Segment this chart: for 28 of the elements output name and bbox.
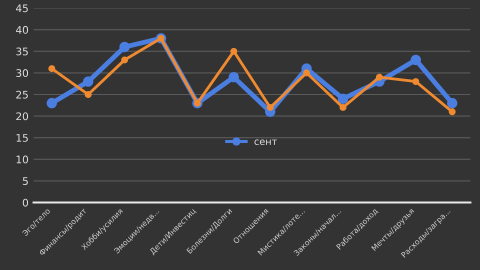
- y-tick-label: 10: [16, 156, 28, 164]
- point: [340, 104, 346, 111]
- point: [376, 74, 383, 81]
- point: [338, 94, 348, 104]
- y-tick-label: 45: [16, 4, 28, 12]
- y-tick-label: 15: [16, 134, 28, 142]
- y-tick-label: 40: [16, 26, 28, 34]
- point: [230, 48, 238, 55]
- y-tick-label: 35: [16, 48, 28, 56]
- point: [303, 69, 310, 76]
- y-tick-label: 5: [22, 177, 28, 186]
- point: [46, 98, 58, 108]
- point: [119, 42, 130, 52]
- point: [82, 76, 94, 87]
- point: [266, 104, 274, 111]
- point: [410, 54, 422, 66]
- y-tick-label: 20: [16, 112, 28, 120]
- point: [121, 56, 128, 64]
- point: [84, 91, 92, 98]
- y-tick-label: 30: [16, 69, 28, 78]
- point: [446, 98, 458, 108]
- y-tick-label: 25: [16, 90, 28, 99]
- legend-label: сент: [254, 139, 277, 146]
- y-tick-label: 0: [22, 198, 28, 207]
- point: [48, 65, 56, 72]
- point: [448, 108, 456, 116]
- point: [228, 72, 240, 82]
- point: [412, 78, 420, 86]
